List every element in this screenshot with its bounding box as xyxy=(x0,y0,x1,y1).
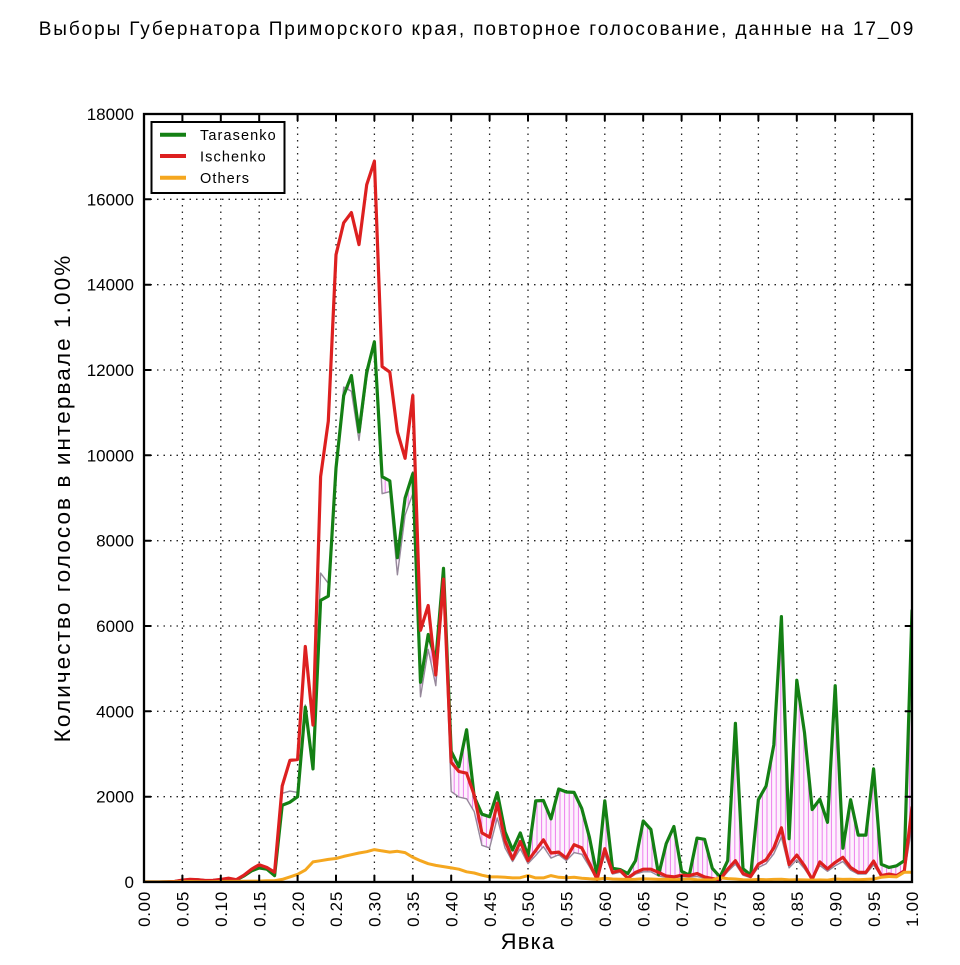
svg-text:0: 0 xyxy=(125,873,134,892)
svg-text:0.20: 0.20 xyxy=(289,891,308,927)
svg-text:0.70: 0.70 xyxy=(673,891,692,927)
svg-text:0.00: 0.00 xyxy=(135,891,154,927)
svg-text:0.40: 0.40 xyxy=(442,891,461,927)
svg-text:0.90: 0.90 xyxy=(826,891,845,927)
svg-text:Tarasenko: Tarasenko xyxy=(200,128,277,144)
svg-text:0.05: 0.05 xyxy=(174,891,193,927)
svg-text:14000: 14000 xyxy=(87,276,134,295)
svg-text:12000: 12000 xyxy=(87,361,134,380)
svg-text:Количество голосов в интервале: Количество голосов в интервале 1.00% xyxy=(50,254,75,743)
svg-text:Ischenko: Ischenko xyxy=(200,149,267,165)
svg-text:0.10: 0.10 xyxy=(212,891,231,927)
svg-text:18000: 18000 xyxy=(87,105,134,124)
svg-text:0.60: 0.60 xyxy=(596,891,615,927)
svg-text:6000: 6000 xyxy=(96,617,134,636)
svg-text:0.65: 0.65 xyxy=(634,891,653,927)
svg-text:16000: 16000 xyxy=(87,190,134,209)
svg-text:0.80: 0.80 xyxy=(750,891,769,927)
svg-text:8000: 8000 xyxy=(96,532,134,551)
svg-text:Явка: Явка xyxy=(501,929,556,954)
svg-text:0.25: 0.25 xyxy=(327,891,346,927)
svg-text:Выборы Губернатора Приморского: Выборы Губернатора Приморского края, пов… xyxy=(39,19,916,40)
svg-text:0.75: 0.75 xyxy=(711,891,730,927)
svg-text:0.85: 0.85 xyxy=(788,891,807,927)
svg-text:0.30: 0.30 xyxy=(366,891,385,927)
svg-text:1.00: 1.00 xyxy=(903,891,922,927)
svg-text:10000: 10000 xyxy=(87,446,134,465)
svg-text:0.95: 0.95 xyxy=(865,891,884,927)
svg-text:0.50: 0.50 xyxy=(519,891,538,927)
svg-text:4000: 4000 xyxy=(96,702,134,721)
svg-text:0.45: 0.45 xyxy=(481,891,500,927)
svg-text:2000: 2000 xyxy=(96,788,134,807)
svg-text:Others: Others xyxy=(200,171,250,187)
svg-text:0.35: 0.35 xyxy=(404,891,423,927)
svg-text:0.55: 0.55 xyxy=(558,891,577,927)
svg-text:0.15: 0.15 xyxy=(250,891,269,927)
